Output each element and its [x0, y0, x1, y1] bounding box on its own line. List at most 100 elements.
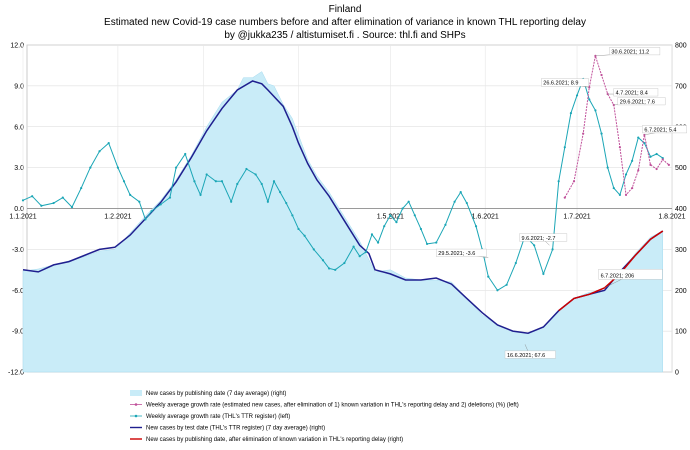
series-point-3	[260, 182, 263, 186]
right-tick-label: 400	[675, 206, 687, 213]
series-point-3	[459, 191, 462, 194]
left-tick-label: 12.0	[10, 43, 24, 50]
series-point-4	[572, 180, 576, 183]
series-point-3	[285, 201, 288, 205]
series-point-3	[465, 201, 468, 205]
chart-title: Finland	[328, 4, 362, 15]
left-tick-label: -3.0	[12, 247, 24, 254]
series-point-3	[40, 204, 43, 207]
annotation-box	[642, 125, 687, 134]
left-tick-label: -6.0	[12, 288, 24, 295]
series-point-3	[474, 225, 478, 228]
series-point-3	[205, 173, 208, 176]
series-point-3	[505, 283, 508, 286]
series-point-3	[334, 268, 337, 271]
series-point-3	[61, 196, 64, 199]
series-point-3	[129, 193, 132, 196]
x-tick-label: 1.5.2021	[377, 214, 404, 221]
series-point-3	[98, 150, 101, 153]
series-point-3	[551, 248, 554, 251]
series-point-3	[364, 251, 367, 254]
series-point-3	[594, 109, 597, 112]
annotation-box	[609, 47, 661, 56]
series-point-3	[557, 180, 560, 183]
series-point-3	[352, 245, 355, 248]
annotation-box	[617, 97, 666, 106]
x-tick-label: 1.7.2021	[563, 214, 590, 221]
annotation-label: 26.6.2021; 8.9	[543, 81, 578, 87]
series-point-3	[514, 261, 517, 265]
legend-label: New cases by test date (THL's TTR regist…	[146, 426, 325, 432]
series-point-3	[279, 191, 282, 194]
series-point-4	[624, 193, 628, 196]
series-point-3	[618, 193, 622, 196]
right-tick-label: 200	[675, 288, 687, 295]
series-point-3	[70, 206, 74, 209]
series-point-3	[220, 180, 224, 183]
series-line-2	[558, 230, 664, 312]
series-point-3	[655, 152, 658, 156]
series-point-3	[370, 233, 374, 236]
series-point-3	[569, 112, 573, 115]
series-point-4	[667, 163, 670, 166]
annotation-box	[598, 269, 663, 280]
left-tick-label: 9.0	[14, 83, 24, 90]
series-point-3	[138, 200, 141, 203]
series-point-3	[588, 98, 591, 101]
series-point-3	[297, 227, 300, 231]
series-point-3	[343, 261, 346, 265]
legend-marker	[134, 403, 138, 406]
left-tick-label: 0.0	[14, 206, 24, 213]
series-point-3	[122, 180, 126, 183]
series-point-3	[487, 275, 490, 278]
right-tick-label: 800	[675, 43, 687, 50]
series-point-3	[600, 132, 603, 135]
series-point-3	[389, 214, 392, 217]
series-point-3	[606, 166, 609, 169]
series-point-4	[649, 163, 652, 166]
series-point-4	[618, 146, 622, 149]
legend-label: Weekly average growth rate (estimated ne…	[146, 403, 519, 409]
series-point-3	[193, 180, 196, 183]
series-point-3	[236, 182, 239, 186]
series-point-3	[107, 142, 110, 145]
series-point-3	[174, 166, 178, 169]
series-point-3	[199, 193, 202, 196]
series-point-4	[588, 86, 591, 89]
right-tick-label: 0	[675, 370, 679, 377]
series-point-3	[444, 223, 447, 226]
series-line-1	[22, 80, 664, 334]
series-point-3	[214, 180, 217, 183]
series-point-4	[655, 167, 658, 171]
series-point-3	[144, 218, 147, 221]
series-point-3	[637, 136, 640, 139]
series-point-4	[563, 196, 566, 199]
legend-label: Weekly average growth rate (THL's TTR re…	[146, 414, 290, 420]
series-point-3	[116, 166, 119, 169]
series-point-3	[631, 159, 634, 162]
annotation-label: 29.5.2021; -3.6	[438, 251, 475, 257]
series-point-3	[407, 200, 410, 203]
chart-subtitle: Estimated new Covid-19 case numbers befo…	[104, 17, 586, 28]
annotation-label: 4.7.2021; 8.4	[616, 91, 648, 97]
series-point-3	[52, 201, 55, 205]
series-point-3	[184, 152, 187, 156]
chart-source: by @jukka235 / altistumiset.fi . Source:…	[224, 30, 466, 41]
series-point-3	[245, 167, 248, 171]
series-point-3	[435, 241, 438, 244]
series-point-3	[31, 195, 34, 198]
x-tick-label: 1.1.2021	[9, 214, 36, 221]
series-point-3	[533, 244, 536, 247]
series-point-3	[328, 267, 331, 270]
series-point-3	[376, 241, 380, 244]
series-point-3	[358, 255, 361, 258]
left-tick-label: 6.0	[14, 124, 24, 131]
series-point-3	[291, 214, 294, 217]
legend-label: New cases by publishing date (7 day aver…	[146, 391, 286, 397]
annotation-box	[504, 350, 556, 359]
series-point-3	[563, 146, 566, 149]
right-tick-label: 500	[675, 165, 687, 172]
x-tick-label: 1.8.2021	[658, 214, 685, 221]
left-tick-label: -12.0	[8, 370, 24, 377]
